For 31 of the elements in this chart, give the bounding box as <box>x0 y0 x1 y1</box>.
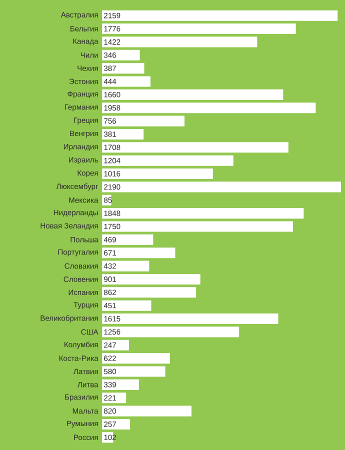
bar <box>102 234 154 245</box>
bar <box>102 313 278 324</box>
bar <box>102 300 152 311</box>
bar <box>102 116 185 126</box>
bar <box>102 379 139 390</box>
bar <box>102 287 196 298</box>
bar <box>102 392 126 404</box>
bar <box>102 366 166 377</box>
bar <box>102 155 234 166</box>
bar <box>102 208 304 219</box>
bar <box>102 89 284 100</box>
bar <box>102 248 176 258</box>
bar <box>102 142 288 153</box>
bar <box>102 168 213 180</box>
bar <box>102 418 130 430</box>
bar <box>102 221 293 232</box>
bar <box>102 128 144 140</box>
bar <box>102 274 200 284</box>
bar <box>102 182 342 192</box>
bar <box>102 326 240 338</box>
bar <box>102 102 316 114</box>
bar <box>102 260 150 272</box>
bar <box>102 340 129 350</box>
bar <box>102 50 140 60</box>
bar <box>102 76 150 87</box>
bar <box>102 406 192 416</box>
bar <box>102 353 170 364</box>
bar <box>102 23 296 34</box>
bar <box>102 10 338 21</box>
bar <box>102 63 144 74</box>
bar <box>102 36 258 48</box>
